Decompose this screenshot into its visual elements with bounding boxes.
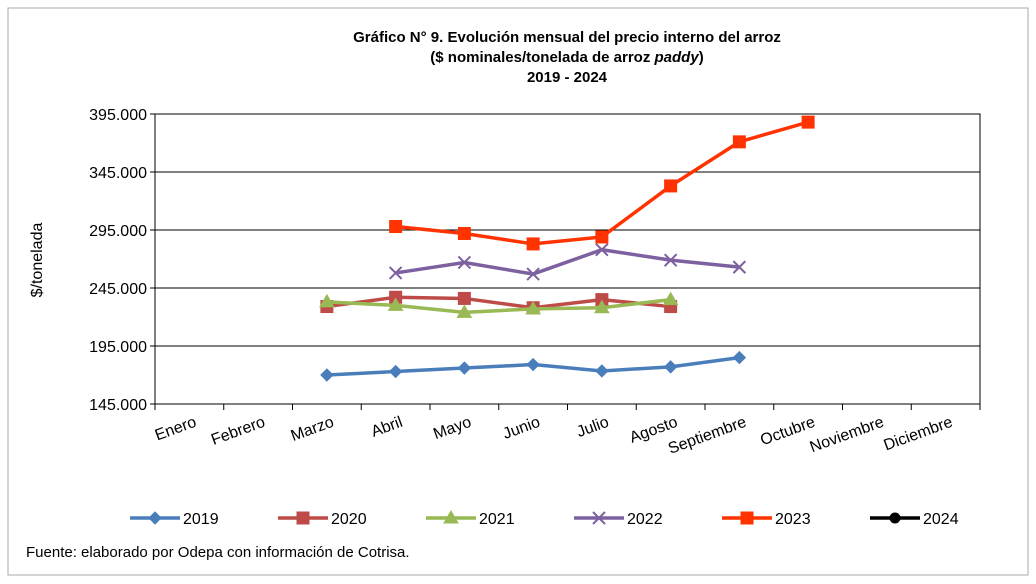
legend-label: 2022 — [627, 511, 663, 528]
marker — [801, 115, 815, 129]
marker — [388, 364, 403, 379]
y-tick-label: 195.000 — [89, 339, 147, 356]
source-note: Fuente: elaborado por Odepa con informac… — [26, 544, 410, 561]
marker — [595, 243, 609, 257]
frame — [7, 7, 1029, 576]
marker — [664, 179, 678, 193]
subtitle-part: ($ nominales/tonelada de arroz — [430, 49, 654, 66]
marker — [457, 226, 471, 240]
marker — [443, 510, 459, 524]
y-tick-label: 345.000 — [89, 165, 147, 182]
y-tick-label: 145.000 — [89, 397, 147, 414]
marker — [526, 357, 540, 372]
marker — [663, 253, 678, 267]
marker — [388, 266, 403, 280]
marker — [456, 304, 473, 318]
chart-subtitle: ($ nominales/tonelada de arroz paddy) — [430, 49, 703, 66]
y-tick-label: 395.000 — [89, 107, 147, 124]
marker — [592, 511, 606, 525]
marker — [457, 291, 471, 305]
marker — [889, 512, 901, 524]
marker — [740, 511, 754, 525]
marker — [732, 135, 746, 149]
marker — [525, 300, 541, 315]
series-line — [395, 247, 740, 276]
marker — [595, 230, 609, 244]
marker — [526, 237, 540, 251]
marker — [732, 260, 747, 274]
y-tick-label: 245.000 — [89, 281, 147, 298]
series-line — [326, 297, 671, 315]
subtitle-part: paddy — [654, 49, 700, 66]
marker — [732, 350, 747, 365]
marker — [594, 299, 610, 314]
subtitle-part: ) — [699, 49, 704, 66]
marker — [296, 511, 310, 525]
legend-label: 2019 — [183, 511, 219, 528]
chart-title: Gráfico N° 9. Evolución mensual del prec… — [353, 29, 781, 46]
marker — [457, 255, 472, 270]
marker — [387, 297, 404, 311]
legend-label: 2024 — [923, 511, 959, 528]
chart-period: 2019 - 2024 — [527, 69, 608, 86]
marker — [457, 361, 472, 375]
marker — [595, 364, 609, 378]
marker — [389, 220, 403, 234]
marker — [319, 293, 335, 308]
legend-label: 2023 — [775, 511, 811, 528]
marker — [320, 368, 334, 382]
marker — [663, 360, 678, 374]
legend-label: 2020 — [331, 511, 367, 528]
legend-label: 2021 — [479, 511, 515, 528]
marker — [526, 267, 540, 281]
y-axis-label: $/tonelada — [29, 223, 46, 298]
marker — [148, 511, 162, 525]
marker — [662, 291, 679, 306]
series-line — [326, 295, 671, 310]
y-tick-label: 295.000 — [89, 223, 147, 240]
